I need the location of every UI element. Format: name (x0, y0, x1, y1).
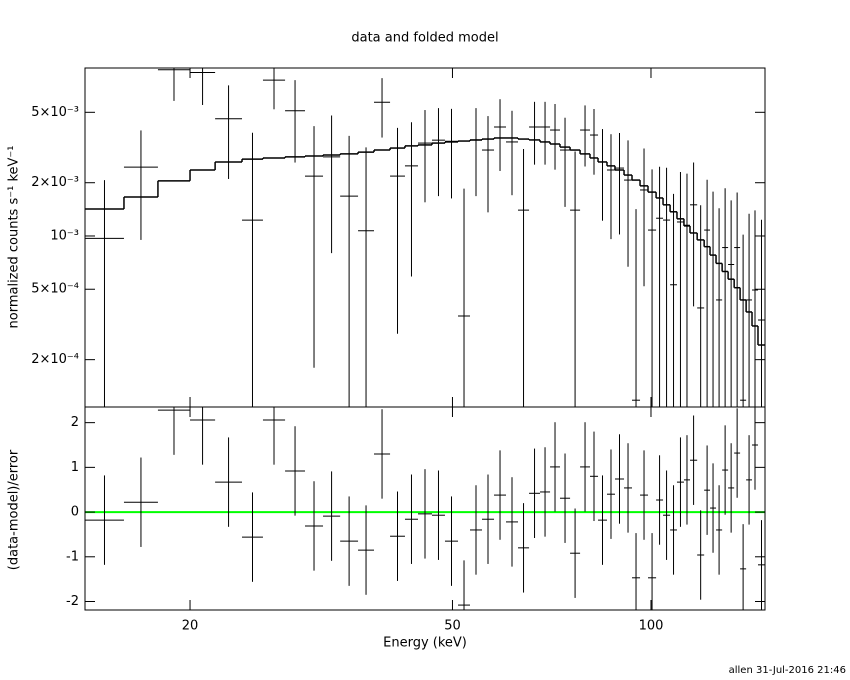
y-tick-label: -1 (66, 549, 79, 564)
top-plot (85, 68, 765, 407)
y-tick-label: 2 (71, 415, 79, 430)
x-axis-label: Energy (keV) (383, 636, 467, 651)
y-tick-label: 2×10⁻⁴ (31, 352, 79, 367)
y-tick-label: -2 (66, 594, 79, 609)
y-tick-label: 1 (71, 460, 79, 475)
y-axis-label: (data-model)/error (7, 449, 22, 570)
x-tick-label: 20 (182, 619, 199, 634)
y-tick-label: 5×10⁻³ (31, 105, 79, 120)
y-tick-label: 5×10⁻⁴ (31, 282, 79, 297)
y-tick-label: 2×10⁻³ (31, 175, 79, 190)
axes: 2×10⁻⁴ 5×10⁻⁴ 10⁻³ 2×10⁻³ 5×10⁻³ 20 50 100 -2 -1 0… (31, 67, 766, 634)
y-tick-label: 0 (71, 505, 79, 520)
plot-frame (84, 406, 766, 611)
bottom-plot (85, 407, 765, 610)
y-tick-label: 10⁻³ (50, 228, 79, 243)
y-axis-label: normalized counts s⁻¹ keV⁻¹ (7, 146, 22, 329)
x-tick-label: 50 (444, 619, 461, 634)
x-tick-label: 100 (639, 619, 664, 634)
chart-title: data and folded model (351, 31, 498, 46)
footer: allen 31-Jul-2016 21:46 (729, 665, 846, 676)
